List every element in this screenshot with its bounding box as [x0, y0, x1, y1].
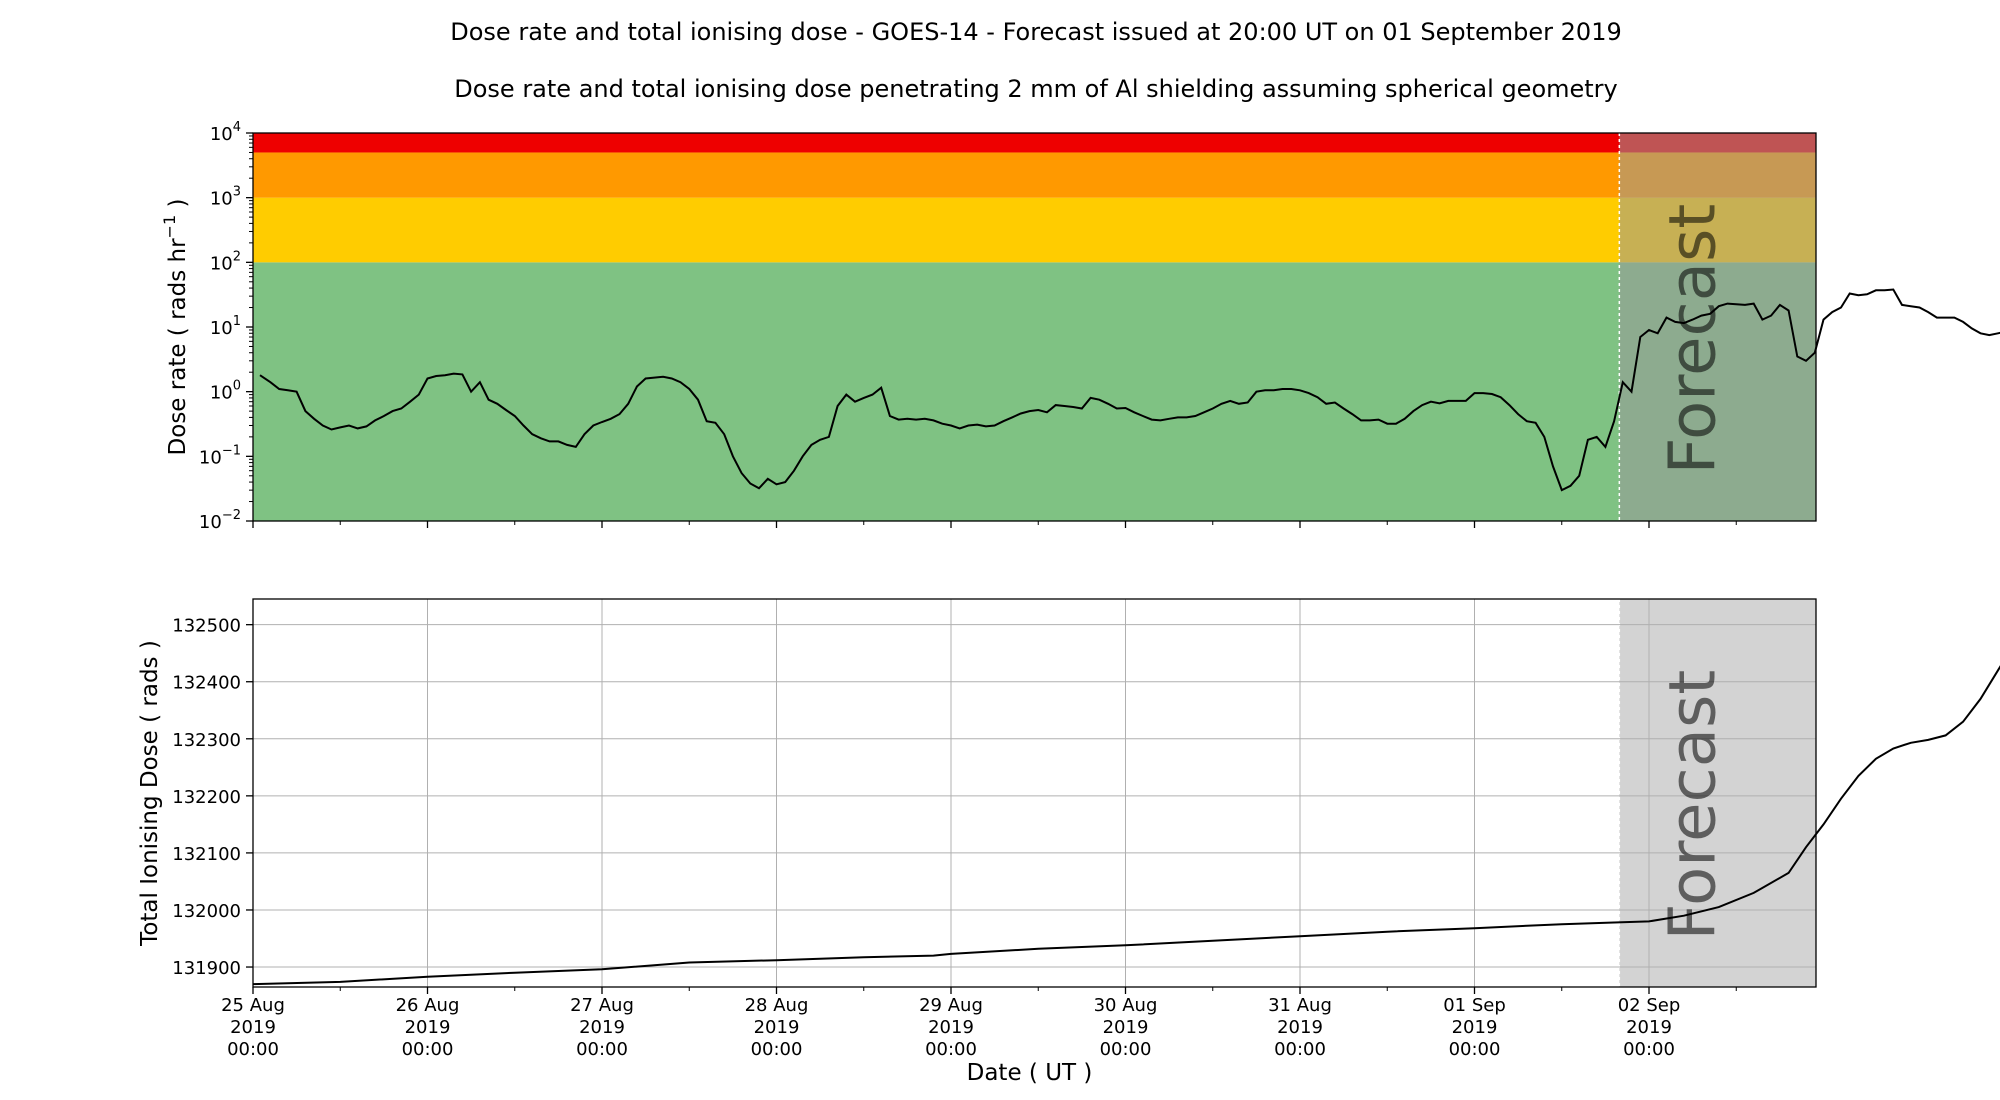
x-tick-year-8: 2019	[1626, 1017, 1672, 1038]
y-tick-label-1: 132000	[172, 901, 241, 922]
forecast-shade	[1619, 599, 1816, 987]
x-tick-time-6: 00:00	[1274, 1039, 1326, 1060]
x-tick-year-6: 2019	[1277, 1017, 1323, 1038]
dose-rate-line	[259, 288, 2000, 492]
y-tick-label-2: 132100	[172, 844, 241, 865]
x-tick-time-8: 00:00	[1623, 1039, 1675, 1060]
x-tick-time-1: 00:00	[402, 1039, 454, 1060]
x-tick-year-4: 2019	[928, 1017, 974, 1038]
x-tick-time-2: 00:00	[576, 1039, 628, 1060]
hazard-band-1	[253, 197, 1816, 263]
total-dose-panel: Forecast 131900 132000 132100 132200 132300 13…	[137, 598, 2000, 1086]
y-tick-label-6: 104	[210, 120, 241, 145]
hazard-band-0	[253, 262, 1816, 521]
chart-subtitle: Dose rate and total ionising dose penetr…	[454, 75, 1618, 103]
x-axis-label: Date ( UT )	[967, 1060, 1093, 1086]
x-tick-date-8: 02 Sep	[1618, 995, 1681, 1016]
y-tick-label-4: 132300	[172, 730, 241, 751]
x-tick-time-3: 00:00	[751, 1039, 803, 1060]
x-tick-date-2: 27 Aug	[570, 995, 634, 1016]
y-tick-label-0: 131900	[172, 958, 241, 979]
x-tick-date-1: 26 Aug	[396, 995, 460, 1016]
y-tick-label-2: 100	[210, 379, 241, 404]
y-tick-label-5: 132400	[172, 673, 241, 694]
y-tick-label-4: 102	[210, 249, 241, 274]
x-tick-year-2: 2019	[579, 1017, 625, 1038]
y-tick-label-3: 132200	[172, 787, 241, 808]
x-tick-time-7: 00:00	[1449, 1039, 1501, 1060]
forecast-watermark: Forecast	[1656, 670, 1730, 941]
total-dose-frame	[252, 598, 1817, 988]
hazard-band-2	[253, 152, 1816, 198]
x-tick-date-5: 30 Aug	[1094, 995, 1158, 1016]
x-tick-date-4: 29 Aug	[919, 995, 983, 1016]
x-tick-year-3: 2019	[754, 1017, 800, 1038]
x-tick-time-0: 00:00	[227, 1039, 279, 1060]
x-tick-year-7: 2019	[1452, 1017, 1498, 1038]
chart-title: Dose rate and total ionising dose - GOES…	[450, 18, 1621, 46]
x-tick-year-5: 2019	[1103, 1017, 1149, 1038]
x-tick-year-0: 2019	[230, 1017, 276, 1038]
x-tick-date-7: 01 Sep	[1443, 995, 1506, 1016]
x-tick-time-4: 00:00	[925, 1039, 977, 1060]
y-tick-label-6: 132500	[172, 616, 241, 637]
x-tick-date-6: 31 Aug	[1268, 995, 1332, 1016]
hazard-band-3	[253, 133, 1816, 153]
y-tick-label-5: 103	[210, 185, 241, 210]
x-tick-year-1: 2019	[405, 1017, 451, 1038]
dose-rate-panel: Forecast 10−2 10−1 100 101 102 103 104 Dose rate…	[160, 120, 2000, 533]
y-tick-label-3: 101	[210, 314, 241, 339]
y-tick-label-0: 10−2	[199, 508, 241, 533]
total-dose-ylabel: Total Ionising Dose ( rads )	[137, 640, 163, 947]
forecast-watermark: Forecast	[1656, 204, 1730, 475]
y-tick-label-1: 10−1	[199, 443, 241, 468]
dose-rate-ylabel: Dose rate ( rads hr−1 )	[160, 199, 191, 456]
forecast-shade	[1619, 133, 1816, 521]
x-tick-date-3: 28 Aug	[745, 995, 809, 1016]
x-tick-time-5: 00:00	[1100, 1039, 1152, 1060]
x-tick-date-0: 25 Aug	[221, 995, 285, 1016]
total-dose-line	[252, 665, 2000, 986]
